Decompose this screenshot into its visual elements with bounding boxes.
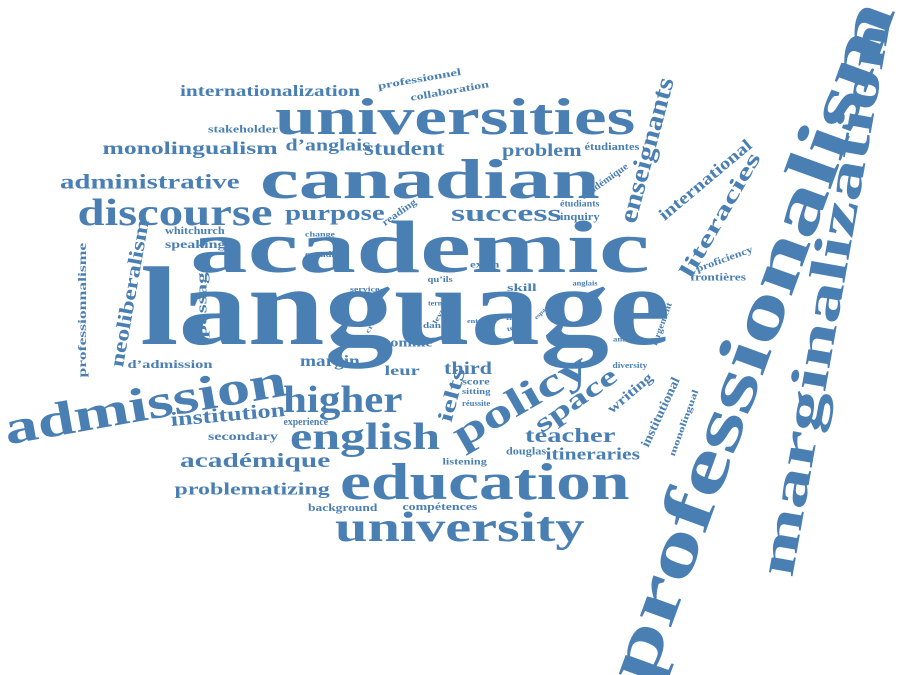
word-frontieres: frontières <box>690 271 747 284</box>
word-reussite: réussite <box>462 399 491 408</box>
word-danglais: d’anglais <box>285 135 371 155</box>
word-diversity: diversity <box>612 361 648 370</box>
word-score: score <box>462 376 490 387</box>
word-anglais: anglais <box>572 279 598 288</box>
word-higher: higher <box>283 379 403 421</box>
word-itineraries: itineraries <box>545 444 640 464</box>
word-passage: passage <box>194 262 211 338</box>
word-problem: problem <box>502 140 582 160</box>
word-leur: leur <box>384 364 420 379</box>
word-secondary: secondary <box>208 429 278 443</box>
word-etudiants: étudiants <box>560 198 600 209</box>
word-education: education <box>340 454 630 511</box>
word-canadien: canadien <box>305 250 345 259</box>
word-dadmission: d’admission <box>127 357 213 371</box>
word-universities: universities <box>275 89 636 146</box>
word-english: english <box>290 416 441 458</box>
word-academic: academic <box>190 207 650 289</box>
word-speaking: speaking <box>165 237 226 251</box>
word-academique: académique <box>180 450 331 472</box>
word-service: service <box>350 285 380 294</box>
word-experience: experience <box>283 417 329 428</box>
word-background: background <box>308 503 378 514</box>
word-success: success <box>451 201 562 227</box>
word-comme: comme <box>383 334 433 350</box>
word-whitchurch: whitchurch <box>165 226 225 237</box>
word-inquiry: inquiry <box>560 212 600 223</box>
word-stakeholder: stakeholder <box>208 123 278 136</box>
word-canadian: canadian <box>260 149 600 211</box>
word-listening: listening <box>442 456 487 467</box>
word-skill: skill <box>507 283 537 294</box>
word-teacher: teacher <box>525 425 616 447</box>
word-competences: compétences <box>402 502 478 513</box>
word-sitting: sitting <box>462 387 491 396</box>
word-term: term <box>428 299 445 308</box>
word-analysis: analysis <box>613 335 643 344</box>
word-purpose: purpose <box>285 200 385 225</box>
word-discourse: discourse <box>77 192 273 234</box>
word-douglas: douglas <box>506 445 547 458</box>
word-university: university <box>335 505 585 551</box>
word-problematizing: problematizing <box>174 479 330 499</box>
word-etudiantes: étudiantes <box>584 142 640 153</box>
word-exam: exam <box>470 259 500 270</box>
word-language: language <box>140 245 671 369</box>
word-dan: dan <box>423 321 441 330</box>
word-note: note <box>506 313 526 322</box>
word-margin: margin <box>300 353 360 370</box>
word-monolingualism: monolingualism <box>102 138 278 158</box>
word-internationalization: internationalization <box>180 83 361 100</box>
word-administrative: administrative <box>60 169 240 194</box>
word-quils: qu’ils <box>427 275 453 284</box>
word-student: student <box>364 138 445 160</box>
word-professionnalisme: professionnalisme <box>75 242 89 378</box>
word-entre: entre <box>467 319 486 325</box>
word-third: third <box>444 358 493 378</box>
word-change: change <box>305 230 335 239</box>
